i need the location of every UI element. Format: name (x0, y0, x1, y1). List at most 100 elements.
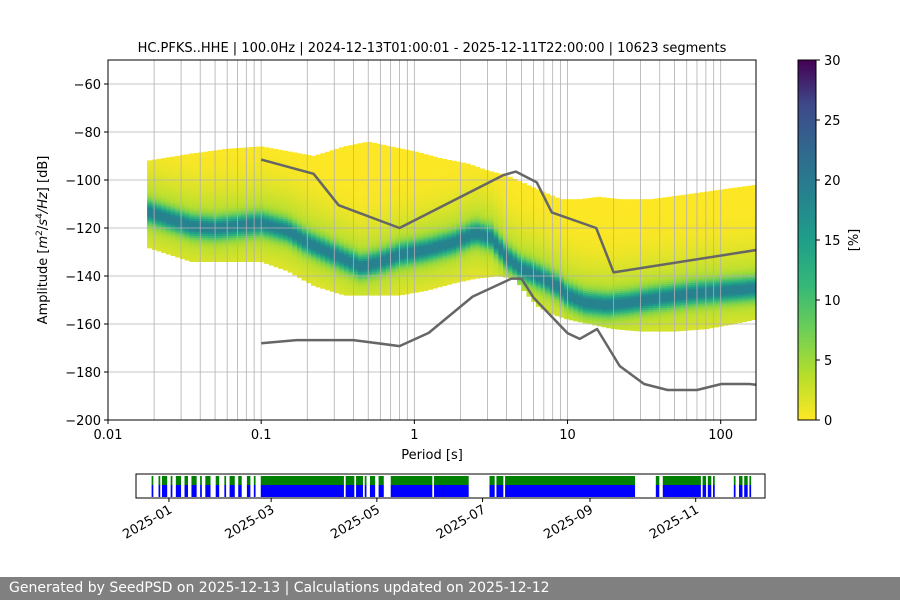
heatmap-cell (175, 168, 181, 172)
heatmap-cell (207, 250, 214, 254)
heatmap-cell (493, 245, 499, 249)
heatmap-cell (362, 189, 368, 192)
heatmap-cell (292, 190, 298, 194)
heatmap-cell (156, 244, 162, 248)
heatmap-cell (414, 261, 420, 265)
heatmap-cell (423, 253, 429, 257)
heatmap-cell (207, 244, 214, 247)
heatmap-cell (479, 275, 485, 279)
heatmap-cell (179, 234, 185, 238)
heatmap-cell (521, 288, 527, 292)
heatmap-cell (325, 184, 331, 187)
heatmap-cell (278, 259, 284, 263)
heatmap-cell (161, 174, 167, 178)
heatmap-cell (521, 251, 527, 255)
heatmap-cell (409, 154, 415, 158)
heatmap-cell (526, 220, 532, 224)
heatmap-cell (348, 176, 354, 179)
heatmap-cell (254, 229, 260, 232)
heatmap-cell (301, 174, 307, 177)
heatmap-cell (217, 194, 223, 198)
heatmap-cell (414, 164, 420, 168)
heatmap-cell (217, 149, 223, 152)
heatmap-cell (193, 157, 200, 161)
heatmap-cell (409, 215, 415, 218)
heatmap-cell (273, 217, 279, 220)
heatmap-cell (259, 205, 265, 209)
heatmap-cell (226, 179, 232, 183)
heatmap-cell (414, 214, 420, 217)
heatmap-cell (156, 203, 162, 207)
heatmap-cell (535, 261, 541, 264)
heatmap-cell (554, 222, 560, 226)
heatmap-cell (465, 238, 471, 242)
heatmap-cell (222, 170, 228, 174)
heatmap-cell (545, 264, 551, 267)
heatmap-cell (376, 252, 382, 255)
heatmap-cell (240, 170, 246, 174)
heatmap-cell (189, 188, 195, 191)
heatmap-cell (161, 166, 167, 169)
heatmap-cell (517, 230, 523, 234)
heatmap-cell (222, 205, 228, 208)
heatmap-cell (400, 257, 406, 261)
heatmap-cell (428, 157, 434, 161)
heatmap-cell (484, 266, 490, 269)
heatmap-cell (432, 249, 438, 252)
heatmap-cell (428, 196, 434, 200)
heatmap-cell (367, 202, 373, 205)
heatmap-cell (414, 179, 420, 183)
heatmap-cell (343, 239, 349, 242)
heatmap-cell (292, 227, 298, 230)
heatmap-cell (545, 195, 551, 198)
heatmap-cell (250, 252, 256, 256)
heatmap-cell (479, 174, 485, 177)
heatmap-cell (376, 159, 382, 162)
heatmap-cell (226, 207, 232, 211)
heatmap-cell (348, 269, 354, 272)
heatmap-cell (390, 210, 396, 214)
heatmap-cell (456, 234, 462, 238)
heatmap-cell (554, 307, 560, 310)
heatmap-cell (264, 235, 270, 238)
heatmap-cell (526, 199, 532, 202)
heatmap-cell (474, 230, 481, 234)
heatmap-cell (273, 208, 279, 212)
heatmap-cell (170, 195, 176, 198)
heatmap-cell (240, 214, 246, 217)
heatmap-cell (526, 283, 532, 286)
heatmap-cell (273, 253, 279, 257)
heatmap-cell (381, 230, 387, 233)
heatmap-cell (357, 185, 363, 188)
heatmap-cell (334, 184, 340, 188)
heatmap-cell (437, 180, 443, 184)
heatmap-cell (362, 256, 368, 259)
heatmap-cell (484, 242, 490, 246)
heatmap-cell (217, 211, 223, 215)
heatmap-cell (161, 200, 167, 204)
heatmap-cell (493, 250, 499, 253)
heatmap-cell (432, 203, 438, 207)
heatmap-cell (484, 190, 490, 194)
heatmap-cell (432, 218, 438, 222)
heatmap-cell (474, 209, 481, 212)
heatmap-cell (343, 236, 349, 240)
heatmap-cell (451, 201, 457, 204)
heatmap-cell (357, 267, 363, 270)
heatmap-cell (198, 207, 204, 211)
heatmap-cell (437, 263, 443, 266)
heatmap-cell (503, 257, 509, 261)
heatmap-cell (512, 242, 518, 245)
heatmap-cell (259, 235, 265, 239)
heatmap-cell (362, 223, 368, 227)
heatmap-cell (198, 244, 204, 247)
heatmap-cell (250, 203, 256, 206)
heatmap-cell (418, 213, 424, 217)
heatmap-cell (451, 244, 457, 247)
heatmap-cell (493, 198, 499, 201)
heatmap-cell (217, 155, 223, 159)
heatmap-cell (245, 196, 251, 200)
heatmap-cell (470, 170, 476, 174)
heatmap-cell (264, 157, 270, 161)
heatmap-cell (184, 249, 190, 252)
